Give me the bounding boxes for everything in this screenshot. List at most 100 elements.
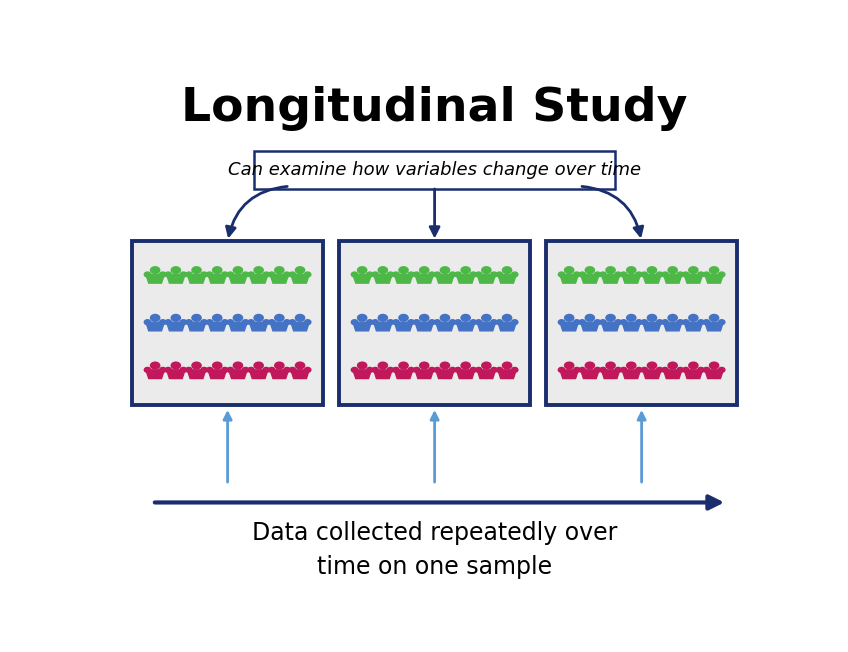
Circle shape [647,266,657,274]
Circle shape [170,266,181,274]
Polygon shape [477,322,495,331]
Polygon shape [663,370,682,379]
Circle shape [434,319,440,325]
Circle shape [165,319,171,325]
Circle shape [419,361,430,370]
Circle shape [295,361,305,370]
Circle shape [481,314,492,322]
Circle shape [212,314,222,322]
Circle shape [227,319,233,325]
Polygon shape [684,322,703,331]
Circle shape [191,266,202,274]
Circle shape [284,368,290,372]
Polygon shape [705,322,723,331]
Circle shape [636,368,642,372]
Circle shape [186,272,192,277]
Circle shape [600,319,606,325]
Polygon shape [249,322,268,331]
Circle shape [351,272,358,277]
Circle shape [393,272,399,277]
Circle shape [429,368,435,372]
Circle shape [150,266,160,274]
Circle shape [357,361,367,370]
Polygon shape [581,322,599,331]
Circle shape [434,272,440,277]
Circle shape [564,361,574,370]
Circle shape [470,272,477,277]
Circle shape [388,319,393,325]
Circle shape [357,266,367,274]
Circle shape [688,266,699,274]
Circle shape [621,319,627,325]
Circle shape [170,361,181,370]
Circle shape [269,368,275,372]
Circle shape [206,319,213,325]
Circle shape [274,266,285,274]
Circle shape [429,272,435,277]
Polygon shape [394,274,413,283]
Polygon shape [456,370,475,379]
Polygon shape [353,322,371,331]
Polygon shape [601,370,620,379]
Polygon shape [477,370,495,379]
Circle shape [357,314,367,322]
Circle shape [594,319,600,325]
FancyBboxPatch shape [546,241,737,404]
Circle shape [289,272,296,277]
Circle shape [399,266,409,274]
FancyBboxPatch shape [254,151,616,188]
Circle shape [496,368,503,372]
Polygon shape [146,370,165,379]
Circle shape [502,266,512,274]
Circle shape [584,314,595,322]
Circle shape [248,272,254,277]
Circle shape [232,266,243,274]
Circle shape [600,272,606,277]
Circle shape [201,319,208,325]
Circle shape [399,361,409,370]
Circle shape [636,272,642,277]
Text: Longitudinal Study: Longitudinal Study [181,86,688,131]
Circle shape [372,319,378,325]
Circle shape [718,368,725,372]
Circle shape [366,368,373,372]
Polygon shape [498,322,516,331]
Polygon shape [291,370,310,379]
Circle shape [377,314,388,322]
Circle shape [419,314,430,322]
Circle shape [206,368,213,372]
Circle shape [491,319,497,325]
Circle shape [683,368,689,372]
Polygon shape [146,322,165,331]
Polygon shape [560,274,578,283]
Circle shape [201,368,208,372]
Circle shape [388,368,393,372]
Circle shape [274,361,285,370]
Circle shape [263,368,270,372]
Circle shape [636,319,642,325]
Circle shape [656,368,663,372]
Circle shape [698,272,704,277]
Circle shape [284,272,290,277]
Circle shape [304,272,311,277]
Polygon shape [208,322,226,331]
Circle shape [460,361,471,370]
Circle shape [491,272,497,277]
Circle shape [243,272,248,277]
Circle shape [573,272,580,277]
Circle shape [579,272,585,277]
Circle shape [159,319,166,325]
Polygon shape [353,370,371,379]
Polygon shape [560,322,578,331]
Circle shape [460,314,471,322]
Circle shape [181,272,187,277]
Polygon shape [643,322,661,331]
Text: Can examine how variables change over time: Can examine how variables change over ti… [228,161,641,179]
Polygon shape [663,322,682,331]
Circle shape [429,319,435,325]
Circle shape [455,368,461,372]
Circle shape [254,361,264,370]
Polygon shape [560,370,578,379]
Circle shape [511,319,518,325]
Polygon shape [622,322,640,331]
